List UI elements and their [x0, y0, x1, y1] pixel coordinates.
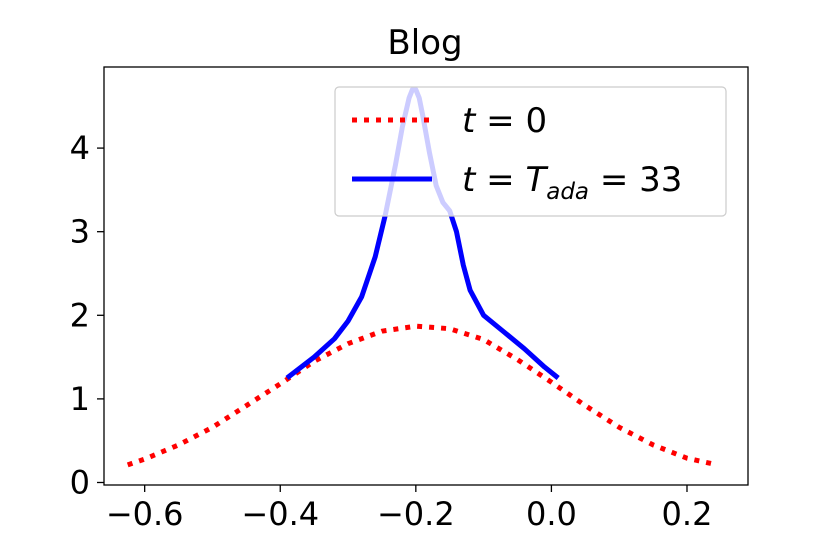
y-tick-label: 1: [70, 380, 90, 418]
axes-layer: −0.6 −0.4 −0.2 0.0 0.2 0 1 2 3 4: [70, 66, 749, 533]
x-tick-label: −0.6: [106, 495, 184, 533]
y-tick-label: 4: [70, 129, 90, 167]
x-tick-label: 0.2: [662, 495, 713, 533]
y-tick-label: 3: [70, 213, 90, 251]
plot-frame: [103, 66, 749, 486]
x-tick-label: −0.4: [241, 495, 319, 533]
legend-label-tada: t = Tada = 33: [462, 160, 682, 205]
x-tick-label: 0.0: [526, 495, 577, 533]
chart-title: Blog: [387, 23, 462, 63]
legend: t = 0 t = Tada = 33: [334, 86, 727, 217]
y-tick-label: 2: [70, 296, 90, 334]
y-tick-label: 0: [70, 463, 90, 501]
legend-label-t0: t = 0: [462, 101, 547, 141]
series-line-t0: [126, 323, 719, 468]
legend-frame: [334, 86, 727, 217]
x-tick-label: −0.2: [377, 495, 455, 533]
